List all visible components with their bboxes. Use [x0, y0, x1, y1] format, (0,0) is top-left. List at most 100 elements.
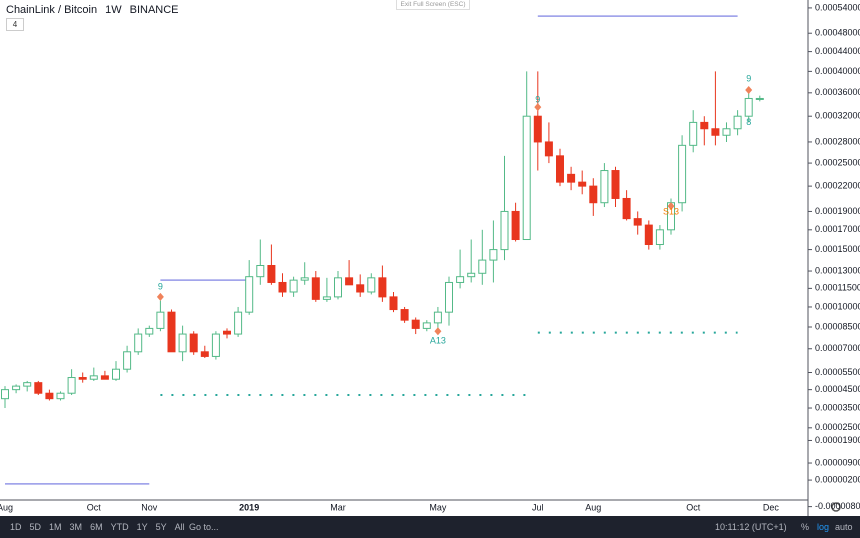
y-tick-label: 0.00010000 [815, 301, 860, 311]
candle-body [622, 197, 631, 220]
y-tick-label: 0.00036000 [815, 87, 860, 97]
candle-body [611, 170, 620, 199]
range[interactable]: 5D [29, 522, 42, 532]
candle-body [145, 327, 154, 335]
y-tick-label: 0.00032000 [815, 111, 860, 121]
interval: 1W [105, 4, 122, 16]
candle-body [700, 121, 709, 130]
y-tick-label: 0.00008500 [815, 321, 860, 331]
candle-body [533, 115, 542, 143]
y-tick-label: 0.00028000 [815, 136, 860, 146]
candle-body [334, 277, 342, 298]
candle-body [489, 249, 498, 261]
pane-toggle[interactable]: 4 [6, 18, 24, 31]
auto-toggle[interactable]: auto [835, 522, 853, 532]
x-tick-label: Mar [330, 502, 346, 512]
go-to[interactable]: Go to... [189, 522, 219, 532]
range[interactable]: 3M [69, 522, 83, 532]
candle-body [678, 144, 687, 204]
candle-body [356, 284, 365, 293]
candle-body [400, 309, 409, 321]
candle-body [633, 218, 642, 226]
y-tick-label: 0.00015000 [815, 244, 860, 254]
candle-body [500, 210, 509, 251]
annotation: S13 [663, 207, 679, 217]
candle-body [211, 333, 220, 357]
candle-body [755, 97, 764, 100]
candle-body [256, 265, 265, 278]
candle-body [78, 377, 87, 380]
candle-body [544, 141, 553, 157]
candle-body [89, 375, 98, 380]
candle-body [522, 115, 531, 241]
candle-body [655, 229, 664, 246]
signal-marker [434, 327, 442, 336]
candle-body [134, 333, 143, 353]
candle-body [600, 170, 609, 204]
y-tick-label: 0.00022000 [815, 181, 860, 191]
candle-body [100, 375, 109, 380]
y-tick-label: 0.00025000 [815, 157, 860, 167]
candle-body [112, 368, 120, 380]
range[interactable]: 1Y [136, 522, 148, 532]
y-tick-label: 0.00003500 [815, 402, 860, 412]
range[interactable]: 1M [49, 522, 62, 532]
exchange: BINANCE [129, 4, 179, 16]
y-tick-label: 0.00011500 [815, 283, 860, 293]
y-tick-label: 0.00005500 [815, 367, 860, 377]
candle-body [223, 330, 231, 335]
range[interactable]: 5Y [155, 522, 167, 532]
settings-icon[interactable] [831, 502, 841, 512]
x-tick-label: May [429, 502, 447, 512]
x-tick-label: Aug [0, 502, 13, 512]
y-tick-label: 0.00004500 [815, 384, 860, 394]
x-tick-label: Nov [141, 502, 158, 512]
signal-marker [667, 202, 675, 211]
range[interactable]: 1D [10, 522, 22, 532]
candle-body [123, 351, 132, 370]
candle-body [200, 351, 209, 357]
y-tick-label: 0.00054000 [815, 2, 860, 12]
candle-body [300, 277, 309, 281]
candle-body [644, 224, 653, 246]
y-tick-label: 0.00001900 [815, 435, 860, 445]
bottom-toolbar: 1D 5D 1M 3M 6M YTD 1Y 5Y All Go to... 10:11:12 (… [0, 516, 860, 538]
signal-marker [745, 86, 753, 95]
candle-body [556, 155, 564, 183]
candle-body [711, 128, 720, 136]
candle-body [689, 121, 698, 146]
candle-body [178, 333, 187, 353]
log-toggle[interactable]: log [817, 522, 830, 532]
candle-body [722, 128, 731, 136]
y-tick-label: -0.00000800 [815, 501, 860, 511]
range[interactable]: All [174, 522, 185, 532]
percent-toggle[interactable]: % [801, 522, 810, 532]
y-tick-label: 0.00017000 [815, 224, 860, 234]
clock: 10:11:12 (UTC+1) [715, 522, 787, 532]
candle-body [278, 281, 287, 293]
x-tick-label: Jul [532, 502, 544, 512]
y-tick-label: 0.00007000 [815, 343, 860, 353]
range[interactable]: YTD [110, 522, 129, 532]
candle-body [56, 392, 65, 400]
candle-body [289, 279, 298, 293]
candle-body [467, 272, 476, 278]
candle-body [267, 265, 276, 283]
y-tick-label: 0.00000200 [815, 474, 860, 484]
candle-body [322, 296, 331, 300]
candle-body [389, 296, 398, 311]
candle-body [478, 259, 487, 274]
exit-fullscreen[interactable]: Exit Full Screen (ESC) [396, 0, 470, 10]
x-tick-label: Oct [87, 502, 102, 512]
signal-marker [156, 292, 164, 301]
symbol: ChainLink / Bitcoin [6, 4, 98, 16]
range[interactable]: 6M [90, 522, 103, 532]
candle-body [67, 377, 76, 394]
candle-body [578, 181, 587, 187]
gear[interactable] [831, 502, 841, 512]
candle-body [744, 97, 753, 117]
annotation: 9 [746, 74, 751, 84]
chart: 0.00054000 0.00048000 0.00044000 0.00040000… [0, 0, 860, 516]
candle-body [12, 385, 21, 391]
